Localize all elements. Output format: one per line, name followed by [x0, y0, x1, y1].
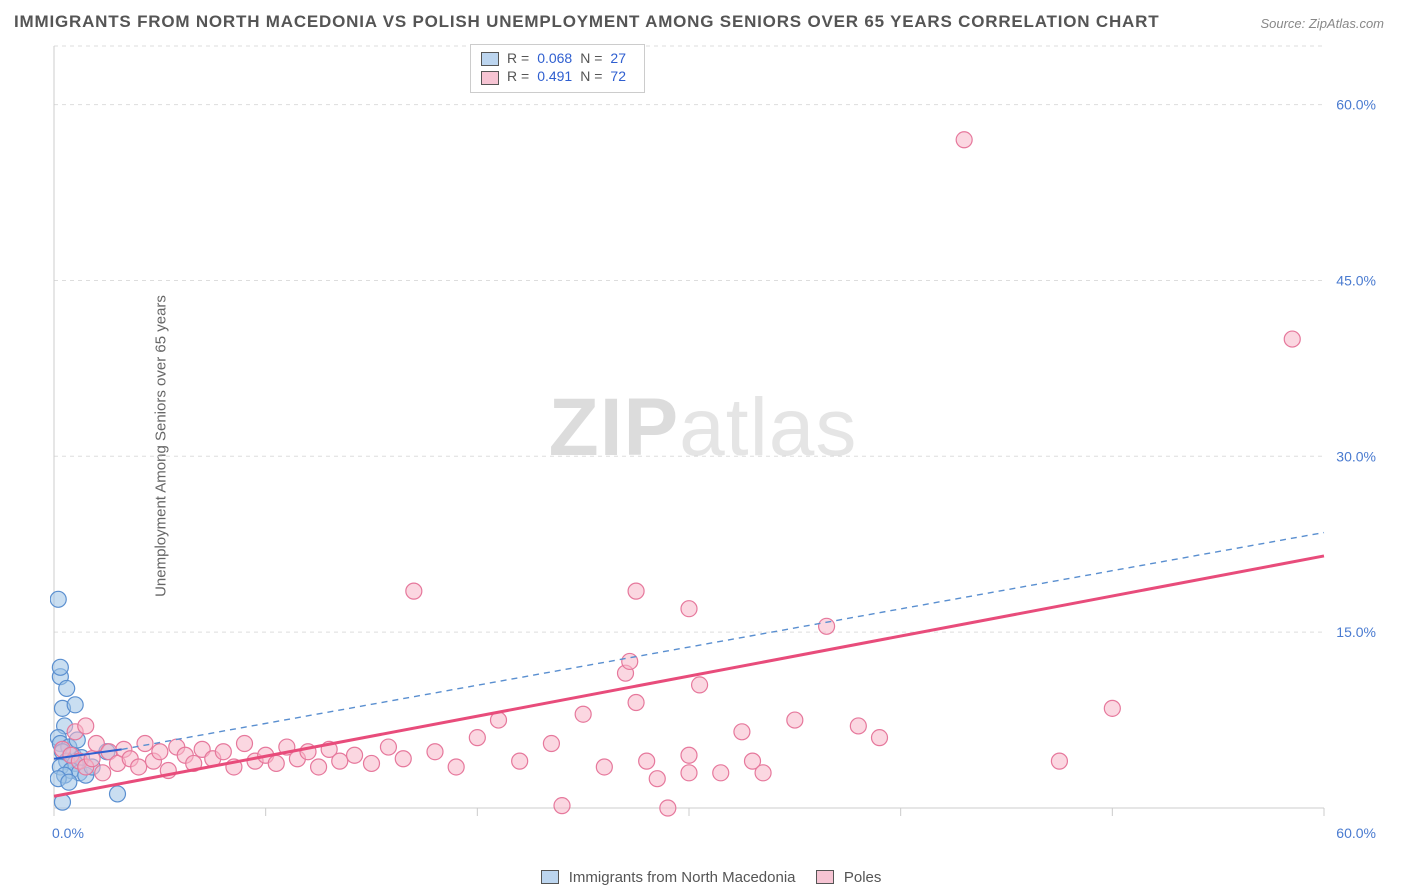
- chart-title: IMMIGRANTS FROM NORTH MACEDONIA VS POLIS…: [14, 12, 1159, 32]
- r-value-pink: 0.491: [537, 67, 580, 85]
- r-value-blue: 0.068: [537, 49, 580, 67]
- legend-label-pink: Poles: [844, 869, 882, 886]
- correlation-legend: R = 0.068 N = 27 R = 0.491 N = 72: [470, 44, 645, 93]
- r-label: R =: [507, 49, 537, 67]
- chart-area: 15.0% 30.0% 45.0% 60.0% 0.0% 60.0%: [50, 44, 1386, 844]
- n-value-pink: 72: [610, 67, 634, 85]
- source-label: Source: ZipAtlas.com: [1260, 16, 1384, 31]
- svg-text:45.0%: 45.0%: [1336, 272, 1376, 288]
- scatter-plot: 15.0% 30.0% 45.0% 60.0% 0.0% 60.0%: [50, 44, 1386, 844]
- swatch-pink-icon: [816, 870, 834, 884]
- swatch-blue-icon: [481, 52, 499, 66]
- n-label: N =: [580, 67, 610, 85]
- swatch-blue-icon: [541, 870, 559, 884]
- svg-text:60.0%: 60.0%: [1336, 825, 1376, 841]
- r-label: R =: [507, 67, 537, 85]
- legend-row-blue: R = 0.068 N = 27: [481, 49, 634, 67]
- svg-text:0.0%: 0.0%: [52, 825, 84, 841]
- legend-row-pink: R = 0.491 N = 72: [481, 67, 634, 85]
- n-label: N =: [580, 49, 610, 67]
- series-legend: Immigrants from North Macedonia Poles: [0, 869, 1406, 886]
- svg-text:30.0%: 30.0%: [1336, 448, 1376, 464]
- svg-text:60.0%: 60.0%: [1336, 97, 1376, 113]
- n-value-blue: 27: [610, 49, 634, 67]
- swatch-pink-icon: [481, 71, 499, 85]
- svg-text:15.0%: 15.0%: [1336, 624, 1376, 640]
- legend-label-blue: Immigrants from North Macedonia: [569, 869, 796, 886]
